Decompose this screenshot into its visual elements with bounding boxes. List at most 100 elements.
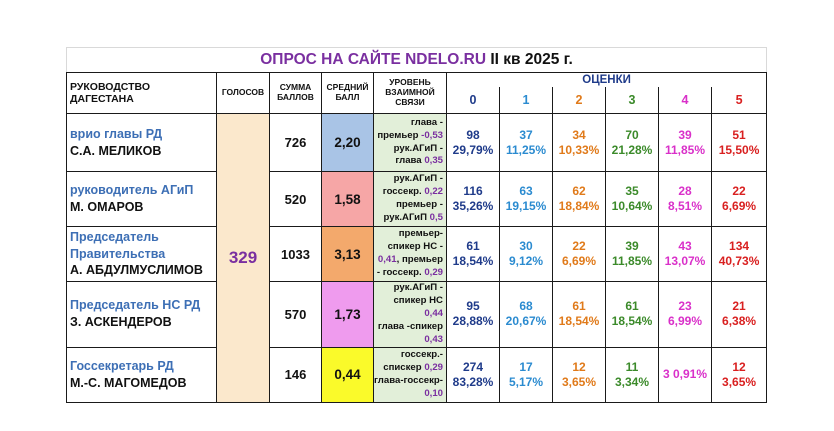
title-main: ОПРОС НА САЙТЕ NDELO.RU — [260, 51, 487, 68]
header-votes: ГОЛОСОВ — [216, 72, 270, 114]
score-percent: 35,26% — [452, 199, 494, 213]
score-count: 21 — [732, 299, 746, 314]
sum-cell: 570 — [269, 281, 322, 348]
score-percent: 11,25% — [505, 142, 547, 157]
score-percent: 9,12% — [508, 254, 544, 268]
table-row: врио главы РД С.А. МЕЛИКОВ 329 726 2,20 … — [66, 113, 768, 403]
score-count: 12 — [732, 359, 746, 374]
relation-value: 0,41 — [377, 254, 397, 265]
score-count: 134 — [729, 239, 750, 253]
score-count: 61 — [572, 299, 586, 314]
score-count: 22 — [732, 184, 746, 198]
score-header-5: 5 — [710, 87, 768, 115]
avg-cell: 1,58 — [321, 171, 374, 227]
score-0-cell: 116 35,26% — [446, 171, 500, 227]
score-header-0: 0 — [446, 87, 500, 115]
score-percent: 21,28% — [611, 142, 653, 157]
score-percent: 18,54% — [611, 314, 653, 329]
sum-cell: 1033 — [269, 226, 322, 282]
leader-role: Председатель НС РД — [70, 298, 201, 313]
score-header-1: 1 — [499, 87, 553, 115]
score-3-cell: 70 21,28% — [605, 113, 659, 172]
score-count: 28 — [678, 184, 692, 198]
score-count: 11 — [625, 359, 639, 374]
score-2-cell: 12 3,65% — [552, 346, 606, 403]
survey-table: ОПРОС НА САЙТЕ NDELO.RU II кв 2025 г. РУ… — [65, 47, 768, 403]
score-count: 37 — [519, 127, 533, 142]
relation-value: 0,43 — [424, 333, 443, 345]
score-1-cell: 30 9,12% — [499, 226, 553, 282]
relation-text: , премьер - госсекр. — [376, 254, 443, 278]
avg-cell: 1,73 — [321, 281, 374, 348]
relation-value: 0,22 — [424, 186, 443, 198]
score-count: 39 — [678, 127, 692, 142]
sum-cell: 520 — [269, 171, 322, 227]
score-percent: 18,54% — [452, 254, 494, 268]
score-percent: 10,33% — [558, 142, 600, 157]
sum-cell: 726 — [269, 113, 322, 172]
leader-cell: Председатель Правительства А. АБДУЛМУСЛИ… — [66, 226, 217, 282]
score-percent: 28,88% — [452, 314, 494, 329]
score-percent: 3,34% — [614, 374, 650, 389]
score-1-cell: 37 11,25% — [499, 113, 553, 172]
score-0-cell: 274 83,28% — [446, 346, 500, 403]
relation-text: госсекр.- спискер — [383, 348, 443, 373]
leader-cell: Госсекретарь РД М.-С. МАГОМЕДОВ — [66, 346, 217, 403]
relation-text: глава-госсекр- — [374, 374, 444, 386]
leader-name: А. АБДУЛМУСЛИМОВ — [70, 263, 203, 278]
score-count: 68 — [519, 299, 533, 314]
score-count: 63 — [519, 184, 533, 198]
avg-cell: 0,44 — [321, 346, 374, 403]
score-4-cell: 43 13,07% — [658, 226, 712, 282]
score-percent: 11,85% — [664, 142, 706, 157]
title-tail: II кв 2025 г. — [486, 51, 573, 68]
score-count: 35 — [625, 184, 639, 198]
score-percent: 19,15% — [505, 199, 547, 213]
score-count: 274 — [462, 359, 484, 374]
avg-cell: 3,13 — [321, 226, 374, 282]
leader-name: С.А. МЕЛИКОВ — [70, 143, 162, 158]
header-relation: УРОВЕНЬ ВЗАИМНОЙ СВЯЗИ — [373, 72, 447, 114]
score-count: 70 — [625, 127, 639, 142]
total-votes: 329 — [216, 113, 270, 403]
score-percent: 10,64% — [611, 199, 653, 213]
relation-cell: глава - премьер -0,53 рук.АГиП - глава 0… — [373, 113, 447, 172]
score-4-cell: 23 6,99% — [658, 281, 712, 348]
sum-cell: 146 — [269, 346, 322, 403]
score-2-cell: 62 18,84% — [552, 171, 606, 227]
score-count: 98 — [466, 127, 480, 142]
score-percent: 6,69% — [561, 254, 597, 268]
relation-cell: рук.АГиП - госсекр. 0,22 премьер - рук.А… — [373, 171, 447, 227]
score-1-cell: 63 19,15% — [499, 171, 553, 227]
score-count: 51 — [732, 127, 746, 142]
table-row: Председатель Правительства А. АБДУЛМУСЛИ… — [66, 226, 768, 282]
relation-value: 0,29 — [424, 361, 443, 373]
relation-text: глава - премьер — [377, 116, 443, 141]
relation-cell: премьер- спикер НС - 0,41, премьер - гос… — [373, 226, 447, 282]
score-2-cell: 34 10,33% — [552, 113, 606, 172]
score-percent: 29,79% — [452, 142, 494, 157]
relation-value: 0,44 — [424, 307, 443, 319]
score-4-cell: 3 0,91% — [658, 346, 712, 403]
leader-role: Председатель Правительства — [70, 229, 166, 261]
score-percent: 3,65% — [561, 374, 597, 389]
avg-cell: 2,20 — [321, 113, 374, 172]
score-1-cell: 17 5,17% — [499, 346, 553, 403]
score-percent: 40,73% — [718, 254, 760, 268]
score-0-cell: 98 29,79% — [446, 113, 500, 172]
score-count: 23 — [678, 299, 692, 314]
header-grades: ОЦЕНКИ — [445, 72, 768, 88]
relation-value: 0,10 — [424, 387, 443, 399]
score-percent: 13,07% — [664, 254, 706, 268]
relation-text: премьер - рук.АГиП — [383, 199, 443, 223]
score-count: 95 — [466, 299, 480, 314]
relation-value: 0,5 — [429, 211, 443, 223]
score-5-cell: 22 6,69% — [710, 171, 768, 227]
score-percent: 6,69% — [722, 199, 757, 213]
relation-cell: госсекр.- спискер 0,29 глава-госсекр- 0,… — [373, 346, 447, 403]
score-percent: 18,84% — [558, 199, 600, 213]
table-title: ОПРОС НА САЙТЕ NDELO.RU II кв 2025 г. — [65, 47, 768, 73]
score-percent: 6,38% — [722, 314, 757, 329]
header-sum: СУММА БАЛЛОВ — [269, 72, 322, 114]
leader-role: руководитель АГиП — [70, 183, 194, 198]
